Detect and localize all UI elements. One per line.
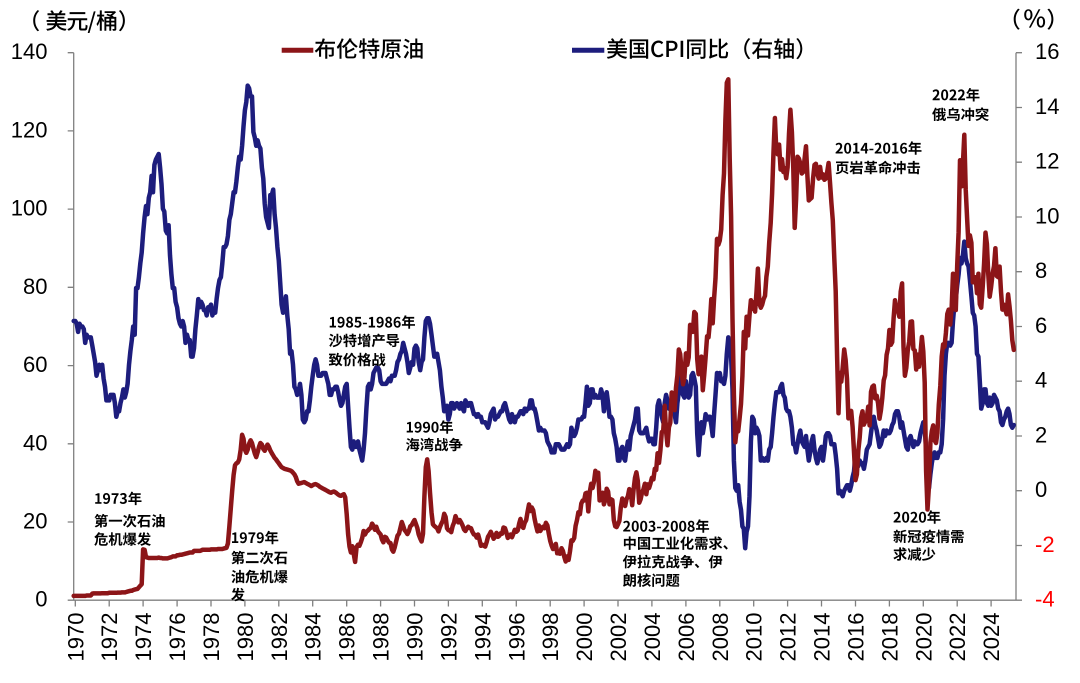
- svg-text:60: 60: [23, 352, 47, 377]
- svg-text:6: 6: [1035, 313, 1047, 338]
- svg-text:1974: 1974: [131, 613, 156, 662]
- svg-text:120: 120: [11, 117, 48, 142]
- svg-text:80: 80: [23, 274, 47, 299]
- svg-text:2014: 2014: [810, 613, 835, 662]
- svg-text:2: 2: [1035, 423, 1047, 448]
- svg-text:1982: 1982: [267, 613, 292, 662]
- svg-text:2004: 2004: [640, 613, 665, 662]
- svg-text:2018: 2018: [877, 613, 902, 662]
- svg-text:2010: 2010: [742, 613, 767, 662]
- svg-text:-2: -2: [1035, 532, 1055, 557]
- svg-text:1996: 1996: [504, 613, 529, 662]
- svg-text:2002: 2002: [606, 613, 631, 662]
- svg-text:1978: 1978: [199, 613, 224, 662]
- svg-text:1994: 1994: [470, 613, 495, 662]
- svg-text:140: 140: [11, 39, 48, 64]
- svg-text:0: 0: [1035, 477, 1047, 502]
- svg-text:1988: 1988: [369, 613, 394, 662]
- svg-text:12: 12: [1035, 149, 1059, 174]
- svg-text:4: 4: [1035, 368, 1047, 393]
- svg-text:2020: 2020: [911, 613, 936, 662]
- svg-text:2006: 2006: [674, 613, 699, 662]
- svg-text:2008: 2008: [708, 613, 733, 662]
- svg-text:1976: 1976: [165, 613, 190, 662]
- svg-text:1972: 1972: [97, 613, 122, 662]
- svg-text:1980: 1980: [233, 613, 258, 662]
- svg-text:2012: 2012: [776, 613, 801, 662]
- svg-text:2024: 2024: [979, 613, 1004, 662]
- svg-text:2000: 2000: [572, 613, 597, 662]
- svg-text:2016: 2016: [844, 613, 869, 662]
- svg-text:1992: 1992: [436, 613, 461, 662]
- svg-text:-4: -4: [1035, 587, 1055, 612]
- svg-text:100: 100: [11, 196, 48, 221]
- svg-text:8: 8: [1035, 258, 1047, 283]
- svg-text:1984: 1984: [301, 613, 326, 662]
- svg-text:0: 0: [35, 587, 47, 612]
- svg-text:1970: 1970: [63, 613, 88, 662]
- svg-text:14: 14: [1035, 94, 1059, 119]
- svg-text:40: 40: [23, 430, 47, 455]
- svg-text:10: 10: [1035, 204, 1059, 229]
- svg-text:20: 20: [23, 509, 47, 534]
- svg-text:2022: 2022: [945, 613, 970, 662]
- svg-text:1998: 1998: [538, 613, 563, 662]
- svg-text:16: 16: [1035, 39, 1059, 64]
- svg-text:1986: 1986: [335, 613, 360, 662]
- svg-text:1990: 1990: [403, 613, 428, 662]
